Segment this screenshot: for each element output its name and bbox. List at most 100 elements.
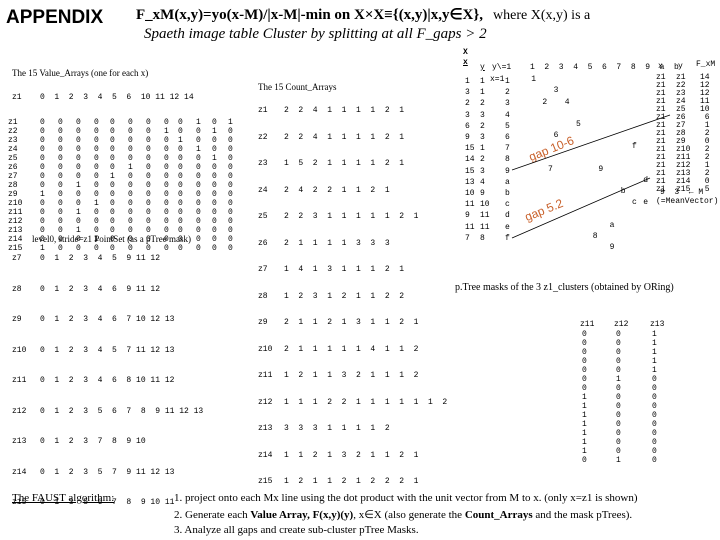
count-row-values: 1 2 3 1 2 1 1 2 2: [284, 291, 405, 301]
value-arrays-footnote: level0, stride=z1 PointSet (as a pTree m…: [32, 234, 191, 244]
scatter-x-eq: x=1: [490, 75, 505, 84]
count-row-label: z13: [258, 424, 273, 433]
scatter-point: c: [632, 198, 637, 208]
step-2: 2. Generate each Value Array, F(x,y)(y),…: [174, 508, 632, 521]
count-row-label: z11: [258, 371, 273, 380]
count-row-values: 2 2 4 1 1 1 1 2 1: [284, 132, 405, 142]
step-2-b: Value Array, F(x,y)(y): [250, 509, 354, 521]
count-row-values: 2 2 4 1 1 1 1 2 1: [284, 106, 405, 115]
value-row-label: z9: [12, 315, 22, 324]
count-row-label: z10: [258, 344, 273, 354]
count-row-values: 1 2 1 1 3 2 1 1 1 2: [284, 371, 419, 380]
ptree-masks-title: p.Tree masks of the 3 z1_clusters (obtai…: [455, 282, 674, 293]
ptree-mask-values: 0 0 0 0 0 1 0 0 0 0 0 0 0 0 1: [616, 330, 621, 465]
step-3: 3. Analyze all gaps and create sub-clust…: [174, 524, 419, 536]
appendix-label: APPENDIX: [6, 7, 104, 28]
value-row-values: 0 1 2 3 4 6 8 10 11 12: [40, 376, 175, 385]
ptree-mask-head: z13: [650, 320, 665, 329]
value-arrays-row-labels: z1 z2 z3 z4 z5 z6 z7 z8 z9 z10 z11 z12 z…: [8, 118, 23, 253]
value-row-values: 0 1 2 3 5 7 9 11 12 13: [40, 467, 175, 477]
scatter-point: e: [643, 198, 648, 208]
z-head-y: y: [678, 62, 683, 71]
value-array-column: 0 0 0 0 0 0 0 0 0 1 0 0 0 1 0: [94, 118, 99, 253]
title-where: where X(x,y) is a: [493, 8, 591, 23]
count-row-values: 1 2 1 1 2 1 2 2 2 1: [284, 477, 419, 486]
value-row-values: 0 1 2 3 4 6 7 10 12 13: [40, 315, 175, 324]
value-array-column: 1 0 0 1 0 0 0 0 0 0 0 0 0 0 0: [196, 118, 201, 253]
count-row-values: 2 2 3 1 1 1 1 1 2 1: [284, 212, 419, 221]
value-row-values: 0 1 2 3 4 5 7 11 12 13: [40, 345, 175, 355]
value-row-label: z12: [12, 406, 27, 416]
value-arrays-title: The 15 Value_Arrays (one for each x): [12, 68, 149, 78]
value-row-label: z14: [12, 467, 27, 477]
count-row-label: z1: [258, 106, 268, 115]
value-row-label: z15: [12, 498, 27, 507]
scatter-point: 2: [542, 97, 548, 107]
value-array-column: 0 0 0 0 0 0 1 0 0 0 0 0 0 0 0: [110, 118, 115, 253]
scatter-point: a: [609, 220, 615, 230]
scatter-y-eq: y\=1: [492, 63, 512, 72]
scatter-row-labels: 1 2 3 4 5 6 7 8 9 a b c d e f: [505, 77, 510, 243]
value-arrays-header-label: z1: [12, 93, 22, 102]
gap-lines: [511, 114, 671, 239]
value-row-values: 0 1 3 5 6 7 8 9 10 11: [40, 498, 175, 507]
value-arrays-header-values: 0 1 2 3 4 5 6 10 11 12 14: [40, 93, 194, 102]
count-row-label: z9: [258, 318, 268, 327]
count-row-label: z7: [258, 265, 268, 274]
ptree-mask-head: z11: [580, 320, 595, 329]
scatter-point: 7: [548, 164, 553, 174]
z-x-col: z1 z1 z1 z1 z1 z1 z1 z1 z1 z1 z1 z1 z1 z…: [656, 73, 666, 194]
title-formula: F_xM(x,y)=yo(x-M)/|x-M|-min on X×X≡{(x,y…: [136, 5, 590, 24]
value-row-label: z7: [12, 254, 22, 263]
gap-line-1: [511, 114, 671, 171]
scatter-point: 9: [609, 243, 615, 253]
count-row-label: z5: [258, 212, 268, 221]
count-row-values: 1 4 1 3 1 1 1 2 1: [284, 265, 405, 274]
xy-head-x: X: [463, 48, 468, 57]
scatter-point: 8: [592, 232, 598, 241]
z-head-x: x: [658, 62, 663, 71]
title-subtitle: Spaeth image table Cluster by splitting …: [144, 26, 487, 42]
value-row-label: z13: [12, 437, 27, 446]
value-array-column: 0 1 0 0 0 0 0 0 0 0 0 0 0 0 0: [164, 118, 169, 253]
count-row-label: z3: [258, 159, 268, 168]
value-array-column: 0 0 0 0 0 1 0 0 0 0 0 0 0 0 0: [128, 118, 133, 253]
value-array-column: 0 0 0 0 0 0 0 0 0 0 0 0 0 0 0: [146, 118, 151, 253]
count-row-label: z12: [258, 397, 273, 407]
step-1: 1. project onto each Mx line using the d…: [174, 492, 638, 504]
value-row-label: z11: [12, 376, 27, 385]
value-row-label: z8: [12, 284, 22, 294]
mean-note-2: (=MeanVector): [656, 197, 719, 206]
count-row-values: 2 1 1 1 1 3 3 3: [284, 238, 390, 248]
gap-line-2: [511, 177, 651, 239]
count-row-label: z6: [258, 238, 268, 248]
count-row-values: 2 1 1 2 1 3 1 1 2 1: [284, 318, 419, 327]
z-f-col: 14 12 12 11 10 6 1 2 0 2 2 1 2 0 5: [700, 73, 710, 194]
ptree-mask-head: z12: [614, 320, 629, 329]
value-array-column: 0 0 1 0 0 0 0 0 0 0 0 0 0 0 0: [178, 118, 183, 253]
scatter-point: 9: [598, 164, 604, 174]
count-row-values: 1 5 2 1 1 1 1 2 1: [284, 159, 405, 168]
scatter-point: 5: [576, 120, 581, 129]
ptree-mask-values: 1 1 1 1 1 0 0 0 0 0 0 0 0 0 0: [652, 330, 657, 465]
step-2-e: and the mask pTrees).: [532, 509, 633, 521]
count-row-label: z8: [258, 291, 268, 301]
value-array-column: 0 0 0 0 0 0 0 1 0 0 1 0 1 0 0: [76, 118, 81, 253]
count-row-values: 1 1 1 2 2 1 1 1 1 1 1 2: [284, 397, 448, 407]
count-row-values: 2 1 1 1 1 1 4 1 1 2: [284, 344, 419, 354]
value-row-label: z10: [12, 345, 27, 355]
step-2-c: , x∈X (also generate the: [353, 509, 465, 521]
scatter-point: 3: [553, 86, 559, 96]
value-row-values: 0 1 2 3 4 5 9 11 12: [40, 254, 161, 263]
z-y-col: z1 z2 z3 z4 z5 z6 z7 z8 z9 z10 z11 z12 z…: [676, 73, 691, 194]
xy-y-values: 1 1 2 3 2 3 1 2 3 4 9 10 11 11 8: [480, 77, 490, 243]
scatter-point: 4: [564, 97, 570, 107]
count-row-label: z15: [258, 477, 273, 486]
count-row-values: 2 4 2 2 1 1 2 1: [284, 185, 390, 195]
count-row-label: z14: [258, 450, 273, 460]
xy-x-values: 1 3 2 3 6 9 15 14 15 13 10 11 9 11 7: [465, 77, 475, 243]
count-row-label: z2: [258, 132, 268, 142]
count-row-values: 3 3 3 1 1 1 1 2: [284, 424, 390, 433]
scatter-point: b: [620, 187, 626, 197]
xy-head-y: y: [480, 63, 485, 72]
